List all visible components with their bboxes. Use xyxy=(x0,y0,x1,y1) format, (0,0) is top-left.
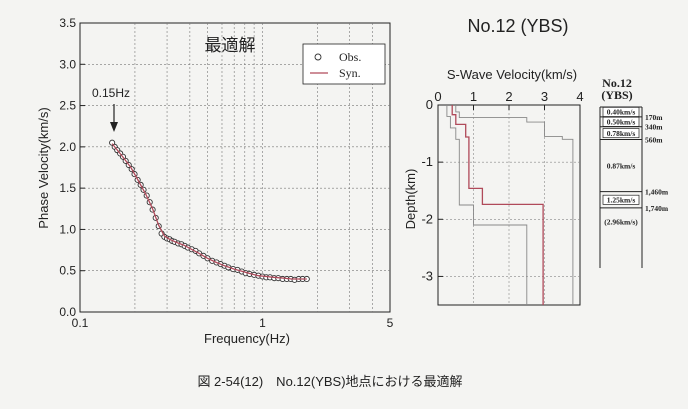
y-tick-label: -1 xyxy=(421,154,433,169)
column-title-line1: No.12 xyxy=(602,76,632,90)
profile-x-ticks: 0 1 2 3 4 xyxy=(434,89,584,110)
y-tick-label: 2.0 xyxy=(59,140,76,154)
profile-y-ticks: 0 -1 -2 -3 xyxy=(421,97,443,283)
y-tick-label: 3.5 xyxy=(59,16,76,30)
x-tick-label: 3 xyxy=(541,89,548,104)
profile-subtitle: S-Wave Velocity(km/s) xyxy=(447,67,577,82)
layer-velocity-label: (2.96km/s) xyxy=(604,218,638,227)
profile-steps xyxy=(446,105,574,305)
layer-velocity-label: 1.25km/s xyxy=(607,196,636,205)
layer-column: No.12 (YBS) 0.40km/s 170m 0.50km/s 340m 0.78… xyxy=(599,76,669,268)
layer-velocity-box xyxy=(602,106,640,117)
legend-obs-label: Obs. xyxy=(339,50,361,64)
y-tick-label: 2.5 xyxy=(59,99,76,113)
synthetic-series xyxy=(111,143,307,280)
dispersion-chart: 0.0 0.5 1.0 1.5 2.0 2.5 3.0 3.5 0.1 1 5 最適解 Frequ… xyxy=(36,16,394,346)
step-line-solution xyxy=(451,105,544,305)
layer-velocity-label: 0.40km/s xyxy=(607,108,636,117)
x-tick-label: 4 xyxy=(576,89,583,104)
x-tick-label: 5 xyxy=(387,316,394,330)
layer-depth-label: 1,740m xyxy=(645,204,669,213)
layer-velocity-box xyxy=(602,128,640,139)
synthetic-curve xyxy=(111,143,307,280)
y-tick-label: -3 xyxy=(421,268,433,283)
y-tick-label: 1.5 xyxy=(59,181,76,195)
dispersion-x-ticks: 0.1 1 5 xyxy=(72,316,394,330)
layer-velocity-label: 0.87km/s xyxy=(607,161,636,170)
layer-depth-label: 340m xyxy=(645,123,663,132)
figure-caption: 図 2-54(12) No.12(YBS)地点における最適解 xyxy=(197,374,462,389)
step-line-lower-bound xyxy=(446,105,528,305)
y-tick-label: 0.5 xyxy=(59,264,76,278)
layer-velocity-label: 0.78km/s xyxy=(607,129,636,138)
column-layers: 0.40km/s 170m 0.50km/s 340m 0.78km/s 560m 0.87… xyxy=(600,106,669,227)
layer-velocity-label: 0.50km/s xyxy=(607,117,636,126)
layer-depth-label: 560m xyxy=(645,135,663,144)
y-tick-label: -2 xyxy=(421,211,433,226)
dispersion-x-axis-label: Frequency(Hz) xyxy=(204,331,290,346)
legend-box xyxy=(302,43,386,85)
annotation-arrow-head xyxy=(110,122,118,132)
layer-velocity-box xyxy=(602,194,640,205)
y-tick-label: 1.0 xyxy=(59,222,76,236)
dispersion-y-axis-label: Phase Velocity(km/s) xyxy=(36,107,51,228)
frequency-annotation: 0.15Hz xyxy=(92,86,130,100)
legend-syn-label: Syn. xyxy=(339,66,361,80)
observed-series xyxy=(109,139,310,283)
layer-depth-label: 1,460m xyxy=(645,188,669,197)
y-tick-label: 0 xyxy=(426,97,433,112)
profile-y-axis-label: Depth(km) xyxy=(403,169,418,230)
legend-obs-marker xyxy=(314,53,322,61)
dispersion-legend: Obs. Syn. xyxy=(302,43,386,85)
layer-depth-label: 170m xyxy=(645,113,663,122)
column-title-line2: (YBS) xyxy=(601,88,632,102)
layer-velocity-box xyxy=(602,116,640,127)
dispersion-plot-frame xyxy=(79,22,391,313)
dispersion-y-ticks: 0.0 0.5 1.0 1.5 2.0 2.5 3.0 3.5 xyxy=(59,16,85,319)
profile-title: No.12 (YBS) xyxy=(467,16,568,36)
x-tick-label: 2 xyxy=(505,89,512,104)
dispersion-title: 最適解 xyxy=(205,36,256,55)
y-tick-label: 3.0 xyxy=(59,57,76,71)
x-tick-label: 0 xyxy=(434,89,441,104)
x-tick-label: 1 xyxy=(259,316,266,330)
x-tick-label: 0.1 xyxy=(72,316,89,330)
x-tick-label: 1 xyxy=(470,89,477,104)
step-line-upper-bound xyxy=(455,105,574,305)
y-tick-label: 0.0 xyxy=(59,305,76,319)
